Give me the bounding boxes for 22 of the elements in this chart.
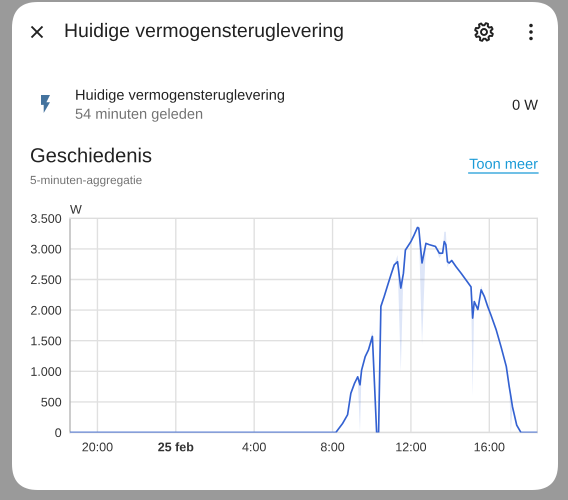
y-tick-label: 1.000 xyxy=(31,367,62,376)
x-tick-label: 4:00 xyxy=(242,442,266,452)
y-tick-label: 500 xyxy=(41,398,62,407)
x-tick-label: 20:00 xyxy=(82,442,113,452)
x-tick-label: 16:00 xyxy=(474,442,504,452)
x-tick-label: 8:00 xyxy=(320,442,344,452)
y-tick-label: 2.500 xyxy=(31,275,62,284)
text: 54 minuten geleden xyxy=(76,108,202,122)
text: 0 W xyxy=(512,100,538,110)
text: 5-minuten-aggregatie xyxy=(30,176,142,187)
text: Huidige vermogensteruglevering xyxy=(66,22,343,42)
text: Geschiedenis xyxy=(31,148,152,162)
y-tick-label: 0 xyxy=(55,428,62,438)
text: Toon meer xyxy=(469,158,538,169)
y-tick-label: 3.000 xyxy=(30,244,62,254)
chart-title: Huidige vermogensteruglevering xyxy=(76,89,284,103)
y-tick-label: 1.500 xyxy=(31,336,62,346)
x-tick-label: 12:00 xyxy=(396,442,426,452)
y-tick-label: 3.500 xyxy=(30,214,62,223)
y-axis-title: W xyxy=(70,204,82,214)
y-tick-label: 2.000 xyxy=(31,306,62,315)
x-tick-label: 25 feb xyxy=(158,442,194,452)
